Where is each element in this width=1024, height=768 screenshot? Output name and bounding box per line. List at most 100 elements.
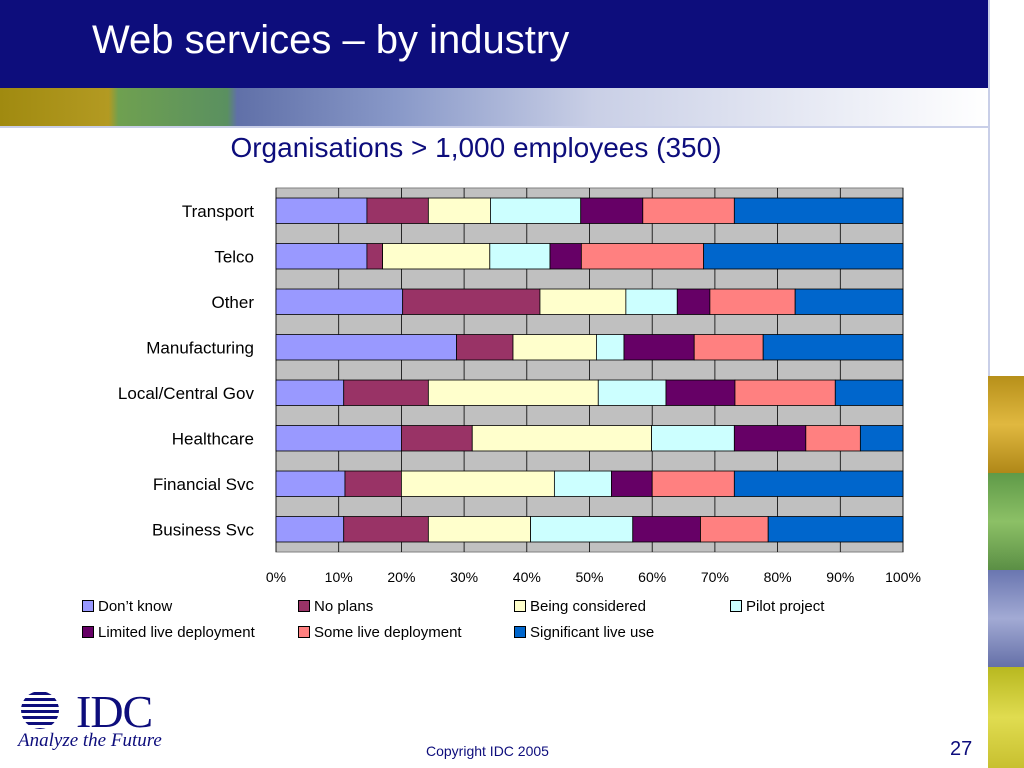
bar-segment (275, 379, 345, 406)
bar-segment (553, 470, 612, 497)
bar-segment (676, 288, 711, 315)
slide-title: Web services – by industry (92, 18, 570, 62)
x-tick-label: 30% (450, 569, 478, 585)
bar-segment (665, 379, 736, 406)
bar-segment (859, 425, 904, 452)
x-tick-label: 100% (885, 569, 921, 585)
x-tick-label: 20% (387, 569, 415, 585)
x-tick-label: 50% (575, 569, 603, 585)
y-category-label: Other (211, 293, 254, 312)
legend-item: Some live deployment (298, 624, 462, 641)
bar-segment (767, 516, 904, 543)
bar-segment (366, 197, 429, 224)
legend-item: Being considered (514, 598, 646, 615)
x-tick-label: 40% (513, 569, 541, 585)
bar-segment (580, 197, 644, 224)
bar-segment (642, 197, 735, 224)
globe-icon (21, 692, 59, 729)
bar-segment (471, 425, 652, 452)
bar-segment (539, 288, 627, 315)
x-tick-label: 80% (764, 569, 792, 585)
bar-segment (490, 197, 582, 224)
bar-segment (427, 197, 491, 224)
bar-segment (580, 243, 705, 270)
legend-label: Significant live use (530, 624, 655, 641)
bar-segment (275, 516, 345, 543)
legend-swatch (298, 600, 310, 612)
legend-label: No plans (314, 598, 374, 615)
bar-segment (733, 197, 904, 224)
bar-segment (530, 516, 634, 543)
bar-segment (275, 470, 346, 497)
legend-label: Don’t know (98, 598, 173, 615)
chart-title: Organisations > 1,000 employees (350) (230, 132, 722, 163)
legend-item: Pilot project (730, 598, 824, 615)
bar-segment (597, 379, 667, 406)
bar-segment (762, 334, 904, 361)
y-category-label: Transport (182, 202, 254, 221)
header-banner (0, 88, 988, 128)
legend-label: Being considered (530, 598, 646, 615)
bar-segment (709, 288, 796, 315)
x-tick-label: 60% (638, 569, 666, 585)
bar-segment (382, 243, 491, 270)
bar-segment (625, 288, 678, 315)
y-category-label: Telco (214, 247, 254, 266)
legend-label: Some live deployment (314, 624, 462, 641)
title-bar: Web services – by industry (0, 0, 988, 88)
bar-segment (733, 425, 807, 452)
bar-segment (512, 334, 597, 361)
logo-tagline: Analyze the Future (18, 730, 162, 751)
bar-segment (366, 243, 383, 270)
copyright-text: Copyright IDC 2005 (426, 743, 549, 759)
bar-segment (595, 334, 625, 361)
bar-segment (344, 470, 402, 497)
legend-swatch (514, 600, 526, 612)
legend-swatch (730, 600, 742, 612)
bar-segment (275, 243, 368, 270)
legend-item: Significant live use (514, 624, 654, 641)
legend-swatch (82, 600, 94, 612)
bar-segment (400, 470, 555, 497)
bar-segment (275, 334, 457, 361)
legend-item: Limited live deployment (82, 624, 255, 641)
legend-swatch (82, 626, 94, 638)
bar-segment (343, 379, 429, 406)
banner-divider (0, 126, 988, 128)
x-tick-label: 10% (325, 569, 353, 585)
bar-segment (794, 288, 904, 315)
legend-swatch (514, 626, 526, 638)
y-category-label: Business Svc (152, 520, 255, 539)
legend-swatch (298, 626, 310, 638)
x-tick-label: 90% (826, 569, 854, 585)
legend-label: Limited live deployment (98, 624, 255, 641)
bar-segment (343, 516, 429, 543)
y-category-label: Local/Central Gov (118, 384, 255, 403)
bar-segment (805, 425, 861, 452)
y-category-label: Manufacturing (146, 338, 254, 357)
bar-segment (611, 470, 653, 497)
bar-segment (651, 425, 735, 452)
bar-segment (693, 334, 764, 361)
bar-segment (427, 379, 599, 406)
bar-segment (733, 470, 904, 497)
bar-segment (703, 243, 904, 270)
right-decorative-strip (988, 0, 1024, 768)
page-number: 27 (950, 738, 973, 760)
bar-segment (834, 379, 904, 406)
bar-segment (700, 516, 769, 543)
bar-segment (402, 288, 541, 315)
bar-segment (275, 425, 402, 452)
bar-segment (400, 425, 473, 452)
bar-segment (734, 379, 836, 406)
y-category-label: Financial Svc (153, 475, 255, 494)
bar-segment (275, 288, 404, 315)
idc-logo: IDC Analyze the Future (18, 686, 168, 758)
bar-segment (427, 516, 531, 543)
bar-segment (651, 470, 735, 497)
x-tick-label: 70% (701, 569, 729, 585)
bar-segment (489, 243, 551, 270)
bar-segment (632, 516, 701, 543)
bar-segment (549, 243, 582, 270)
